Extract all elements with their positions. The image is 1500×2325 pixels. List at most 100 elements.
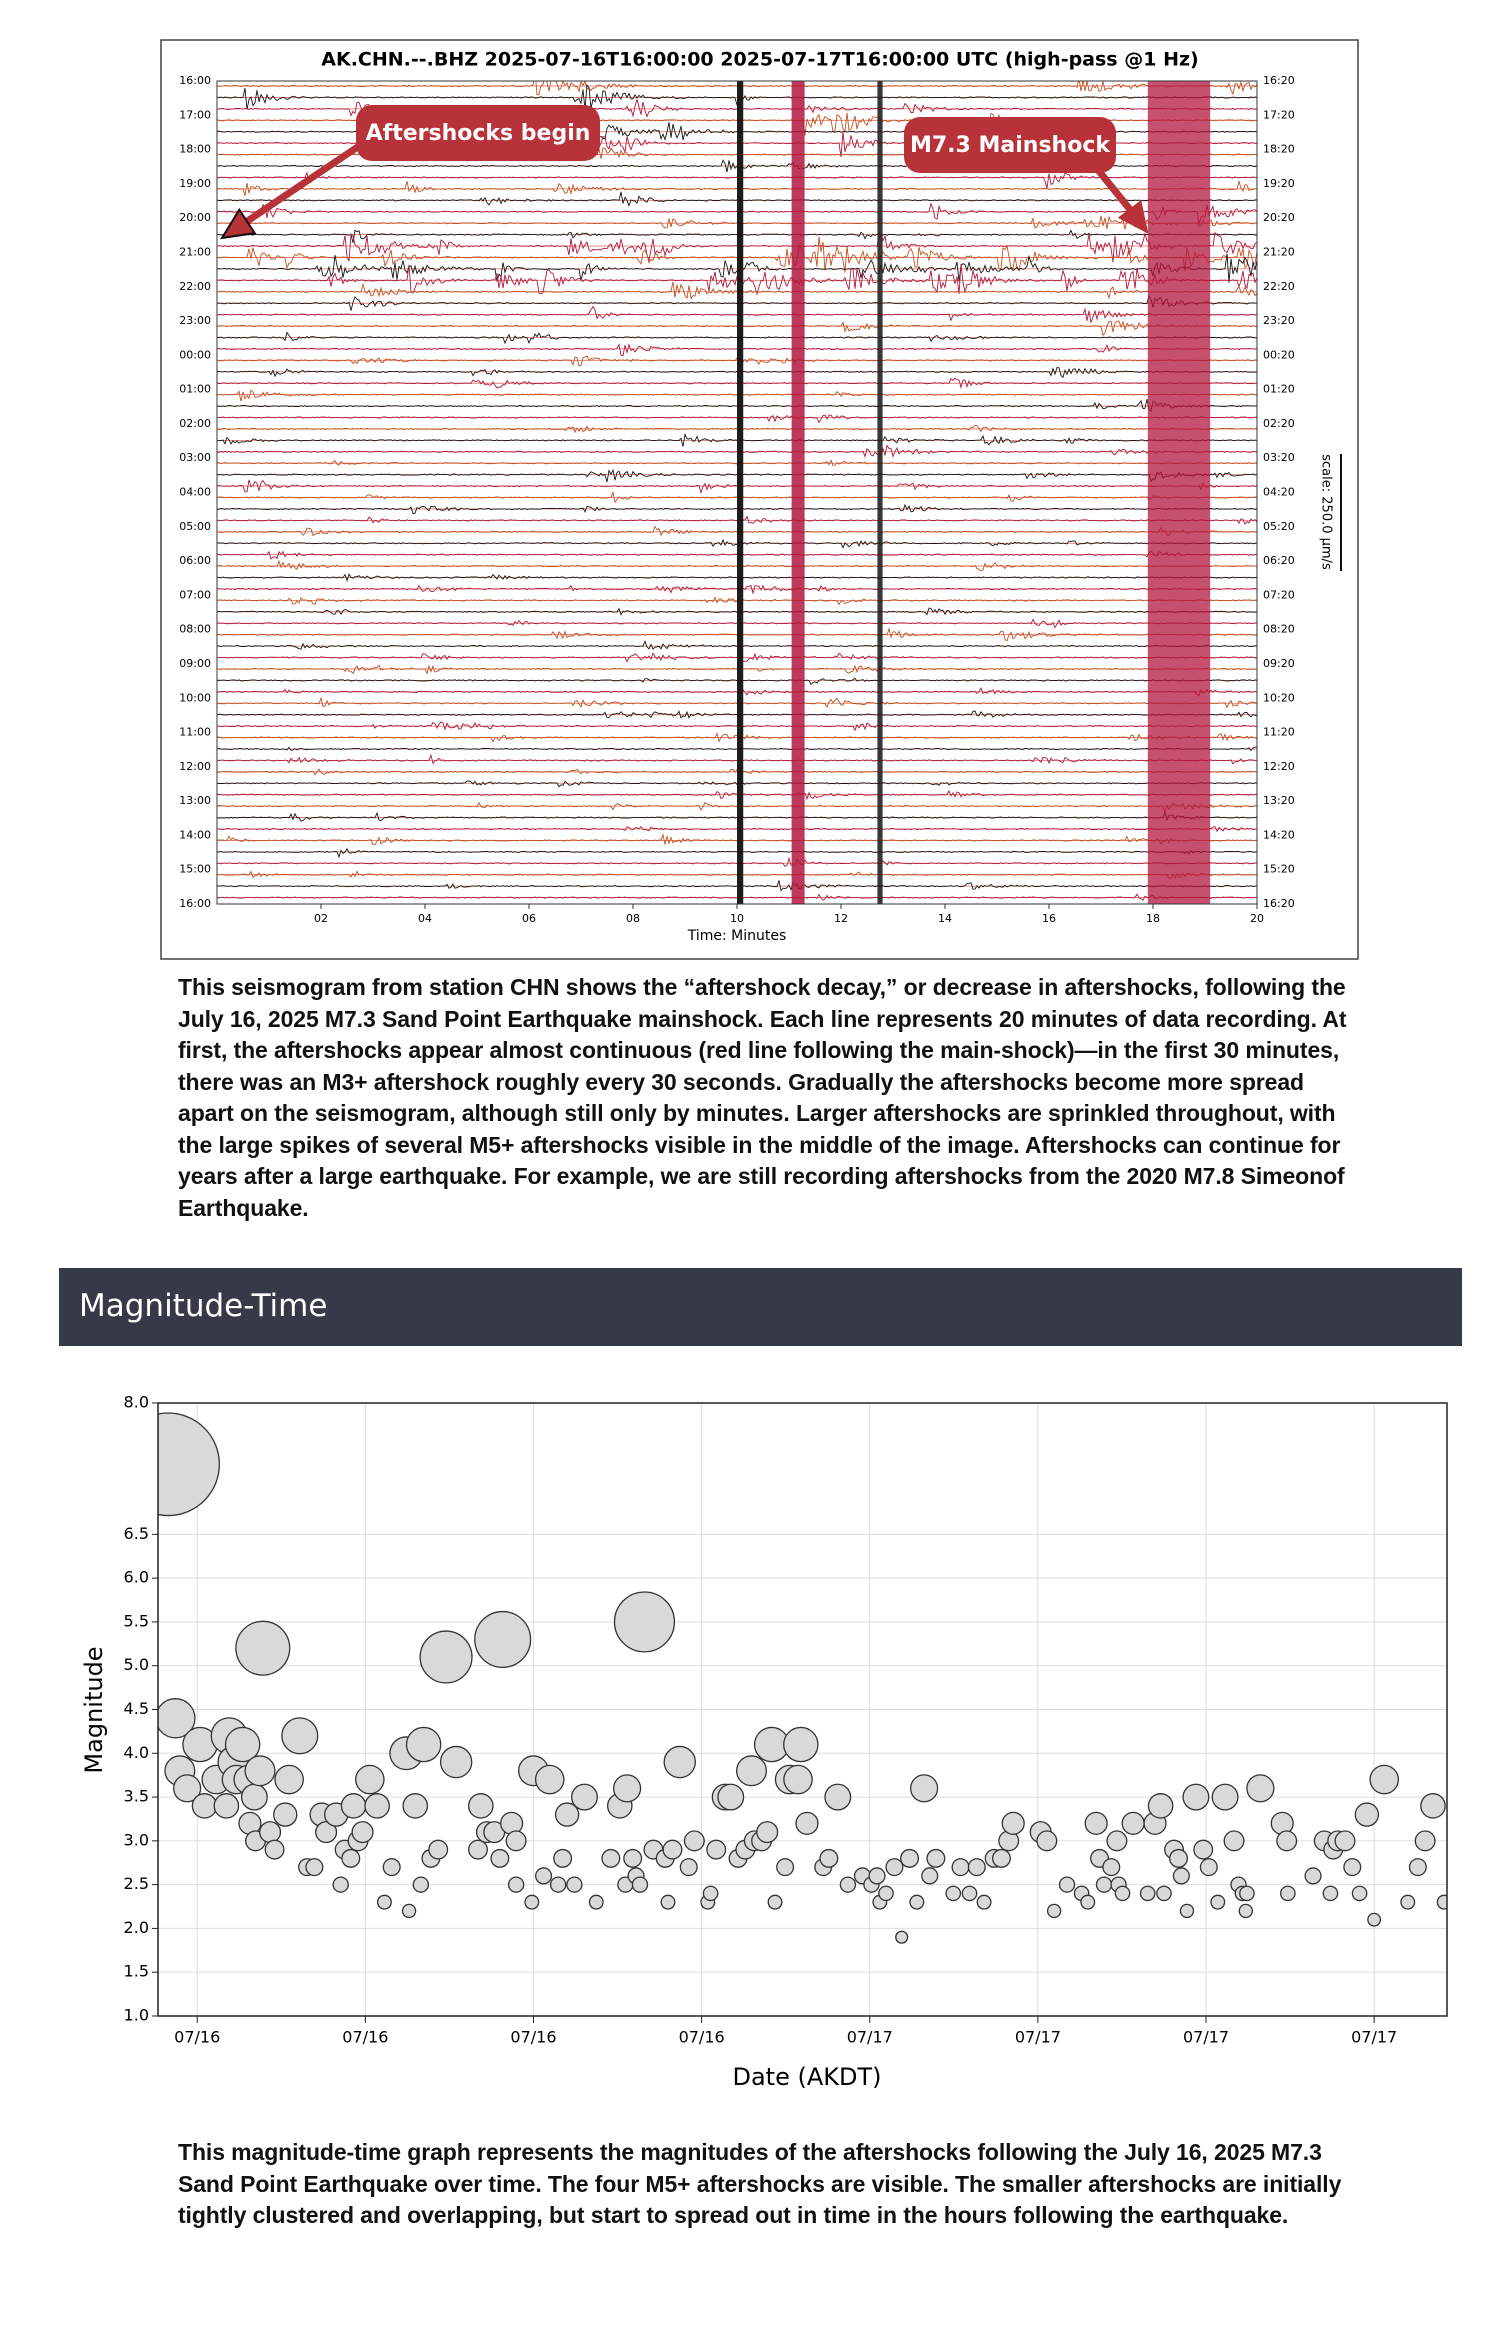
point <box>173 1774 202 1803</box>
point <box>951 1858 970 1877</box>
point <box>274 1764 304 1795</box>
point <box>553 1848 573 1868</box>
section-header: Magnitude-Time <box>59 1268 1462 1346</box>
point <box>1121 1811 1145 1835</box>
point <box>885 1858 904 1877</box>
point <box>244 1755 276 1787</box>
point <box>1179 1903 1195 1919</box>
point <box>1080 1894 1096 1910</box>
row-label-left: 06:00 <box>179 554 211 567</box>
row-label-right: 16:20 <box>1263 897 1295 910</box>
point <box>376 1894 392 1910</box>
row-label-left: 20:00 <box>179 211 211 224</box>
point <box>623 1848 643 1868</box>
point <box>490 1848 510 1868</box>
point <box>683 1830 705 1852</box>
row-label-right: 13:20 <box>1263 794 1295 807</box>
point <box>549 1876 567 1893</box>
y-tick-label: 2.5 <box>124 1874 149 1893</box>
point <box>967 1858 986 1877</box>
point <box>191 1793 218 1819</box>
point <box>1351 1885 1368 1902</box>
row-label-right: 01:20 <box>1263 383 1295 396</box>
point <box>706 1839 727 1860</box>
point <box>1199 1858 1218 1877</box>
point <box>588 1894 604 1910</box>
row-label-right: 20:20 <box>1263 211 1295 224</box>
point <box>1322 1885 1339 1902</box>
section-title: Magnitude-Time <box>79 1288 328 1324</box>
point <box>1095 1876 1113 1893</box>
point <box>1106 1830 1128 1852</box>
point <box>505 1830 527 1852</box>
x-tick-label: 14 <box>938 912 952 925</box>
scale-label: scale: 250.0 µm/s <box>1319 454 1334 570</box>
row-label-left: 07:00 <box>179 588 211 601</box>
row-label-right: 12:20 <box>1263 760 1295 773</box>
row-label-right: 17:20 <box>1263 108 1295 121</box>
point <box>1238 1903 1253 1919</box>
point <box>783 1726 819 1763</box>
y-tick-label: 3.5 <box>124 1787 149 1806</box>
point <box>158 1412 220 1517</box>
point <box>468 1839 488 1860</box>
point <box>795 1811 819 1835</box>
point <box>1239 1885 1255 1902</box>
point <box>1367 1912 1382 1927</box>
row-label-right: 11:20 <box>1263 726 1295 739</box>
point <box>663 1745 697 1779</box>
annotation-box <box>904 117 1116 173</box>
point <box>566 1876 583 1893</box>
y-tick-label: 2.0 <box>124 1918 149 1937</box>
point <box>507 1876 525 1893</box>
y-axis-label: Magnitude <box>80 1646 108 1773</box>
row-label-left: 09:00 <box>179 657 211 670</box>
row-label-left: 18:00 <box>179 143 211 156</box>
point <box>1058 1876 1076 1893</box>
row-label-right: 04:20 <box>1263 486 1295 499</box>
point <box>439 1745 473 1779</box>
point <box>534 1764 565 1795</box>
row-label-right: 14:20 <box>1263 828 1295 841</box>
row-label-left: 17:00 <box>179 108 211 121</box>
row-label-left: 23:00 <box>179 314 211 327</box>
point <box>909 1894 925 1910</box>
point <box>1369 1764 1400 1795</box>
y-tick-label: 5.5 <box>124 1611 149 1630</box>
point <box>1210 1894 1226 1910</box>
y-tick-label: 1.5 <box>124 1962 149 1981</box>
point <box>1420 1793 1446 1819</box>
row-label-right: 15:20 <box>1263 863 1295 876</box>
row-label-right: 00:20 <box>1263 348 1295 361</box>
row-label-right: 05:20 <box>1263 520 1295 533</box>
y-tick-label: 3.0 <box>124 1830 149 1849</box>
row-label-left: 11:00 <box>179 726 211 739</box>
seismogram-x-label: Time: Minutes <box>687 928 787 944</box>
point <box>1169 1848 1189 1868</box>
row-label-left: 19:00 <box>179 177 211 190</box>
row-label-left: 01:00 <box>179 383 211 396</box>
x-tick-label: 07/16 <box>510 2028 556 2047</box>
y-tick-label: 6.0 <box>124 1568 149 1587</box>
x-tick-label: 07/17 <box>847 2028 893 2047</box>
point <box>364 1793 390 1819</box>
annotation-arrowhead <box>1117 200 1149 234</box>
x-tick-label: 07/17 <box>1351 2028 1397 2047</box>
point <box>412 1876 430 1893</box>
point <box>1354 1802 1380 1827</box>
point <box>878 1885 894 1902</box>
annotation-arrow <box>238 137 370 229</box>
point <box>702 1885 719 1902</box>
point <box>613 1591 676 1653</box>
point <box>382 1858 401 1877</box>
annotation-text: Aftershocks begin <box>366 121 591 146</box>
point <box>1400 1894 1416 1910</box>
point <box>1036 1830 1058 1852</box>
row-label-right: 21:20 <box>1263 245 1295 258</box>
point <box>1246 1774 1275 1803</box>
point <box>1172 1867 1190 1885</box>
large-event <box>791 81 805 904</box>
scatter-points <box>158 1412 1447 1944</box>
point <box>1046 1903 1062 1919</box>
point <box>315 1821 338 1844</box>
